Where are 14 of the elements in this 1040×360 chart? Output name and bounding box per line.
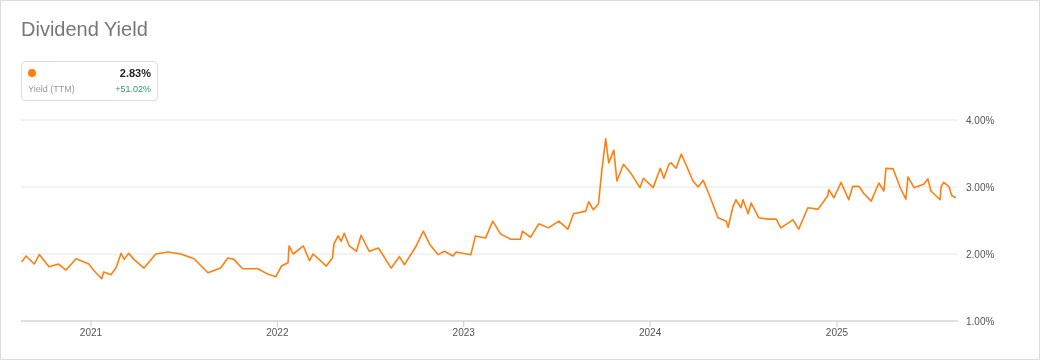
- line-series: [21, 137, 957, 280]
- x-tick-label: 2023: [452, 327, 476, 339]
- y-tick-label: 2.00%: [966, 248, 995, 260]
- x-tick-label: 2021: [79, 327, 103, 339]
- x-tick-label: 2025: [825, 327, 849, 339]
- x-tick-label: 2024: [638, 327, 662, 339]
- x-tick-label: 2022: [266, 327, 289, 339]
- y-tick-label: 1.00%: [966, 315, 995, 327]
- text: Yield (TTM): [28, 84, 75, 94]
- chart-title: Dividend Yield: [21, 18, 148, 41]
- y-tick-label: 3.00%: [966, 181, 995, 193]
- y-tick-label: 4.00%: [966, 114, 995, 126]
- text: +51.02%: [115, 84, 151, 94]
- text: 2.83%: [119, 67, 151, 79]
